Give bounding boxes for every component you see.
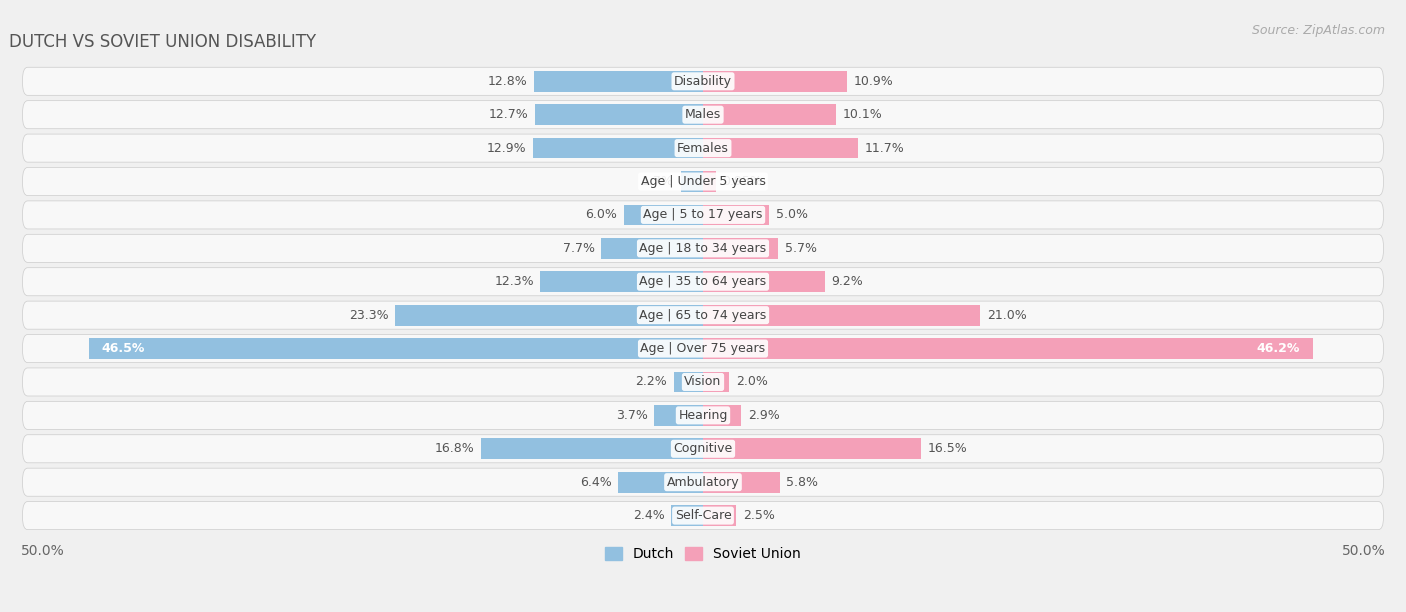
Bar: [602, 238, 703, 259]
Text: 2.5%: 2.5%: [742, 509, 775, 522]
Text: Age | Under 5 years: Age | Under 5 years: [641, 175, 765, 188]
Bar: [703, 271, 824, 292]
Text: Vision: Vision: [685, 376, 721, 389]
Text: 2.0%: 2.0%: [735, 376, 768, 389]
Text: 46.2%: 46.2%: [1257, 342, 1301, 355]
Text: Cognitive: Cognitive: [673, 442, 733, 455]
FancyBboxPatch shape: [22, 134, 1384, 162]
Bar: [89, 338, 703, 359]
Bar: [703, 371, 730, 392]
FancyBboxPatch shape: [22, 435, 1384, 463]
FancyBboxPatch shape: [22, 401, 1384, 430]
Bar: [671, 506, 703, 526]
Text: Source: ZipAtlas.com: Source: ZipAtlas.com: [1251, 24, 1385, 37]
Bar: [703, 438, 921, 459]
Bar: [703, 338, 1313, 359]
Text: Disability: Disability: [673, 75, 733, 88]
Text: Age | Over 75 years: Age | Over 75 years: [641, 342, 765, 355]
Bar: [703, 405, 741, 426]
FancyBboxPatch shape: [22, 201, 1384, 229]
Bar: [534, 71, 703, 92]
Bar: [681, 171, 703, 192]
Text: 6.0%: 6.0%: [585, 209, 617, 222]
Text: Self-Care: Self-Care: [675, 509, 731, 522]
Bar: [673, 371, 703, 392]
FancyBboxPatch shape: [22, 368, 1384, 396]
Bar: [703, 171, 716, 192]
Text: 3.7%: 3.7%: [616, 409, 648, 422]
FancyBboxPatch shape: [22, 301, 1384, 329]
Bar: [540, 271, 703, 292]
Text: 16.8%: 16.8%: [434, 442, 474, 455]
Text: Age | 35 to 64 years: Age | 35 to 64 years: [640, 275, 766, 288]
Bar: [703, 305, 980, 326]
Bar: [703, 506, 735, 526]
Text: 2.9%: 2.9%: [748, 409, 780, 422]
Text: 7.7%: 7.7%: [562, 242, 595, 255]
Text: 5.0%: 5.0%: [776, 209, 807, 222]
FancyBboxPatch shape: [22, 335, 1384, 362]
FancyBboxPatch shape: [22, 67, 1384, 95]
Text: 5.8%: 5.8%: [786, 476, 818, 489]
Text: 10.9%: 10.9%: [853, 75, 893, 88]
Legend: Dutch, Soviet Union: Dutch, Soviet Union: [599, 542, 807, 567]
FancyBboxPatch shape: [22, 468, 1384, 496]
Text: 0.95%: 0.95%: [723, 175, 762, 188]
Text: Ambulatory: Ambulatory: [666, 476, 740, 489]
Text: 23.3%: 23.3%: [349, 308, 388, 322]
Bar: [481, 438, 703, 459]
FancyBboxPatch shape: [22, 267, 1384, 296]
Text: 11.7%: 11.7%: [865, 141, 904, 155]
FancyBboxPatch shape: [22, 502, 1384, 529]
Text: Age | 65 to 74 years: Age | 65 to 74 years: [640, 308, 766, 322]
Text: 6.4%: 6.4%: [581, 476, 612, 489]
Text: Males: Males: [685, 108, 721, 121]
Bar: [703, 472, 780, 493]
FancyBboxPatch shape: [22, 100, 1384, 129]
Bar: [395, 305, 703, 326]
Bar: [703, 104, 837, 125]
Text: Females: Females: [678, 141, 728, 155]
Text: 1.7%: 1.7%: [643, 175, 673, 188]
Bar: [703, 71, 846, 92]
Text: 12.8%: 12.8%: [488, 75, 527, 88]
Text: 12.7%: 12.7%: [489, 108, 529, 121]
Text: 10.1%: 10.1%: [844, 108, 883, 121]
Bar: [703, 204, 769, 225]
Bar: [536, 104, 703, 125]
Text: 2.2%: 2.2%: [636, 376, 668, 389]
Text: Age | 18 to 34 years: Age | 18 to 34 years: [640, 242, 766, 255]
Text: 9.2%: 9.2%: [831, 275, 863, 288]
Text: 21.0%: 21.0%: [987, 308, 1026, 322]
Text: 16.5%: 16.5%: [928, 442, 967, 455]
FancyBboxPatch shape: [22, 234, 1384, 263]
Text: 2.4%: 2.4%: [633, 509, 665, 522]
Bar: [619, 472, 703, 493]
Text: 5.7%: 5.7%: [785, 242, 817, 255]
Text: 12.3%: 12.3%: [495, 275, 534, 288]
Text: Age | 5 to 17 years: Age | 5 to 17 years: [644, 209, 762, 222]
Text: 46.5%: 46.5%: [101, 342, 145, 355]
Text: DUTCH VS SOVIET UNION DISABILITY: DUTCH VS SOVIET UNION DISABILITY: [8, 34, 316, 51]
FancyBboxPatch shape: [22, 168, 1384, 196]
Bar: [624, 204, 703, 225]
Bar: [703, 238, 779, 259]
Bar: [703, 138, 858, 159]
Bar: [533, 138, 703, 159]
Text: Hearing: Hearing: [678, 409, 728, 422]
Text: 12.9%: 12.9%: [486, 141, 526, 155]
Bar: [654, 405, 703, 426]
